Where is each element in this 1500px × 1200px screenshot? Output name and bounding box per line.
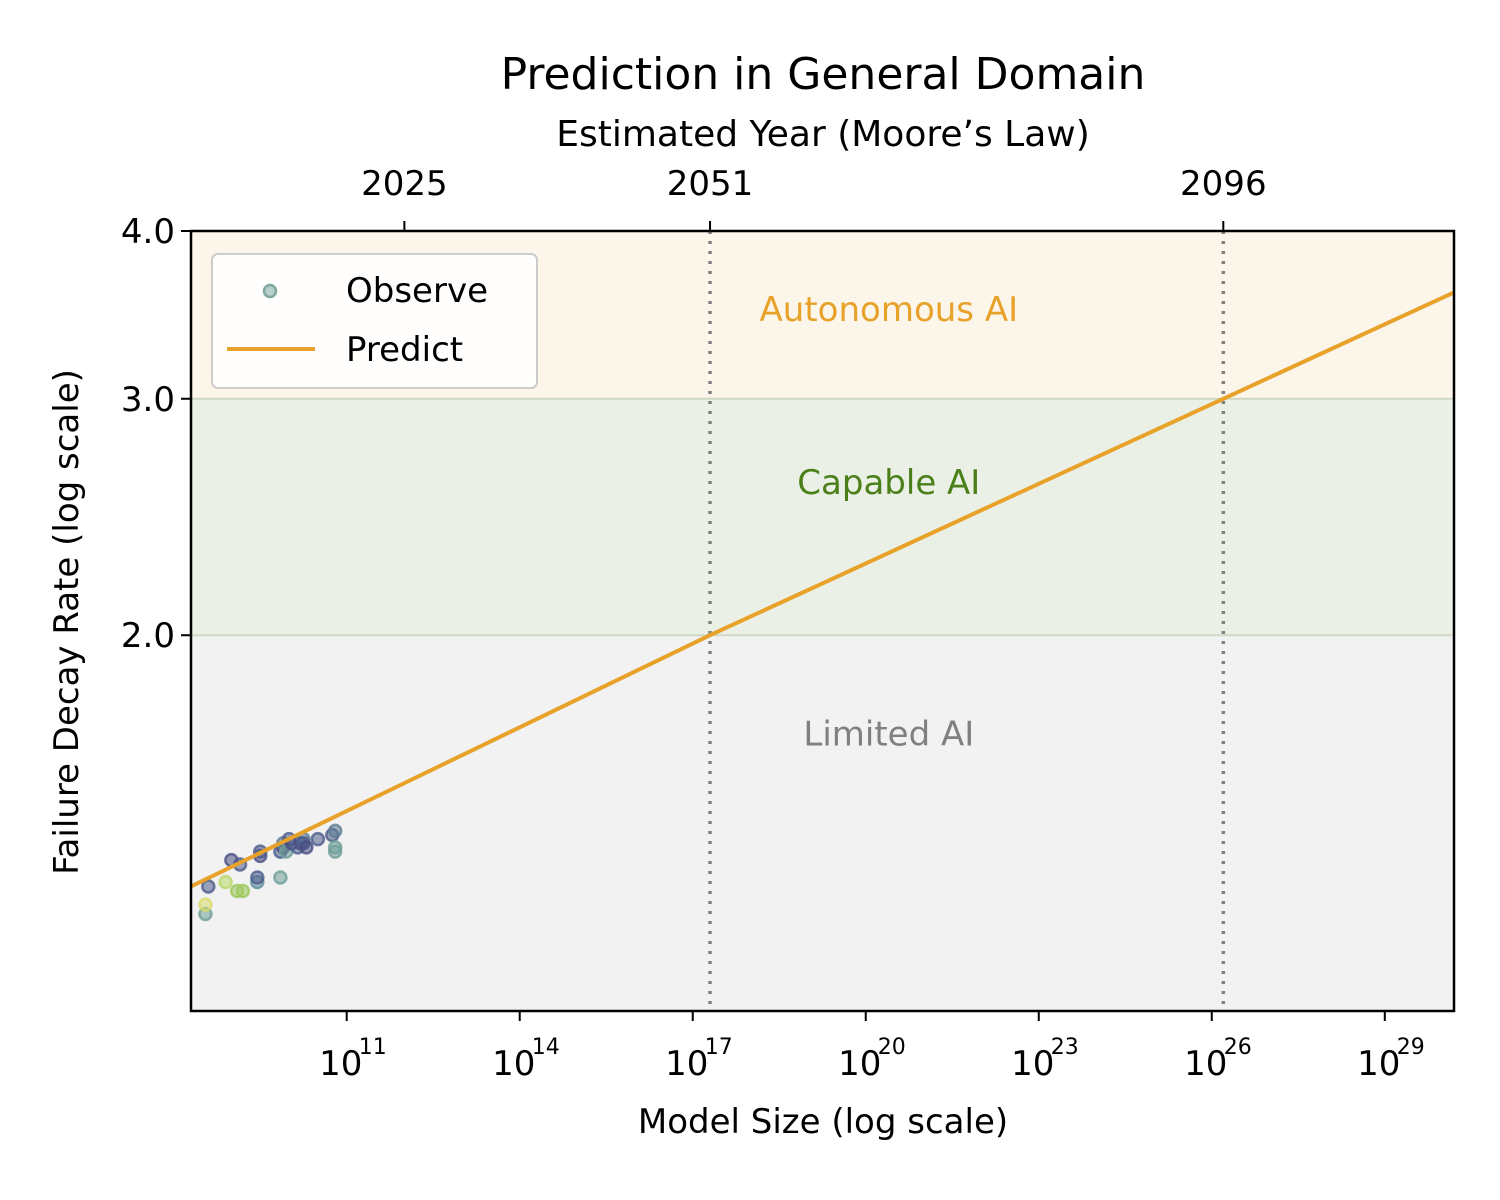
observe-point [198, 897, 213, 912]
observe-point [250, 870, 265, 885]
observe-point [273, 870, 288, 885]
x-tick-exponent: 17 [705, 1035, 733, 1060]
x-tick-label: 10 [1184, 1044, 1227, 1084]
x-tick-exponent: 11 [359, 1035, 387, 1060]
x-tick-label: 10 [1011, 1044, 1054, 1084]
x-tick-exponent: 20 [878, 1035, 906, 1060]
capable-region [191, 398, 1454, 636]
observe-point [299, 840, 314, 855]
plot-frame [189, 229, 1456, 1013]
x-tick-label: 10 [492, 1044, 535, 1084]
x-tick-exponent: 29 [1397, 1035, 1425, 1060]
regions [191, 231, 1454, 1011]
legend-predict-label: Predict [346, 330, 463, 370]
y-axis-ticks: 2.0 3.0 4.0 [121, 212, 191, 656]
x-tick-label: 10 [1357, 1044, 1400, 1084]
y-tick-label: 4.0 [121, 212, 175, 252]
chart-title: Prediction in General Domain [501, 49, 1146, 100]
observe-point [310, 831, 326, 847]
x-tick-exponent: 14 [532, 1035, 560, 1060]
x-tick-exponent: 26 [1224, 1035, 1252, 1060]
top-tick-label: 2096 [1180, 164, 1267, 204]
limited-ai-label: Limited AI [803, 714, 974, 754]
limited-region [191, 635, 1454, 1011]
legend: Observe Predict [211, 253, 538, 389]
year-marker-lines [708, 231, 1226, 1011]
observe-point [201, 879, 216, 894]
legend-observe-label: Observe [346, 271, 488, 311]
autonomous-ai-label: Autonomous AI [760, 290, 1019, 330]
top-tick-label: 2051 [667, 164, 754, 204]
x-axis-label: Model Size (log scale) [638, 1102, 1008, 1142]
top-axis-ticks: 2025 2051 2096 [361, 164, 1267, 231]
observe-point [218, 874, 233, 890]
x-tick-exponent: 23 [1051, 1035, 1079, 1060]
observe-point [327, 823, 343, 839]
observe-point [327, 844, 343, 859]
x-tick-label: 10 [838, 1044, 881, 1084]
observe-point [235, 883, 251, 899]
y-tick-label: 3.0 [121, 380, 175, 420]
capable-ai-label: Capable AI [797, 463, 980, 503]
top-axis-label: Estimated Year (Moore’s Law) [556, 114, 1090, 155]
y-tick-label: 2.0 [121, 616, 175, 656]
x-tick-label: 10 [665, 1044, 708, 1084]
x-tick-label: 10 [319, 1044, 362, 1084]
legend-box [211, 253, 538, 389]
legend-observe-marker [262, 283, 278, 299]
predict-line [190, 290, 1455, 889]
y-axis-label: Failure Decay Rate (log scale) [47, 369, 87, 875]
top-tick-label: 2025 [361, 164, 448, 204]
